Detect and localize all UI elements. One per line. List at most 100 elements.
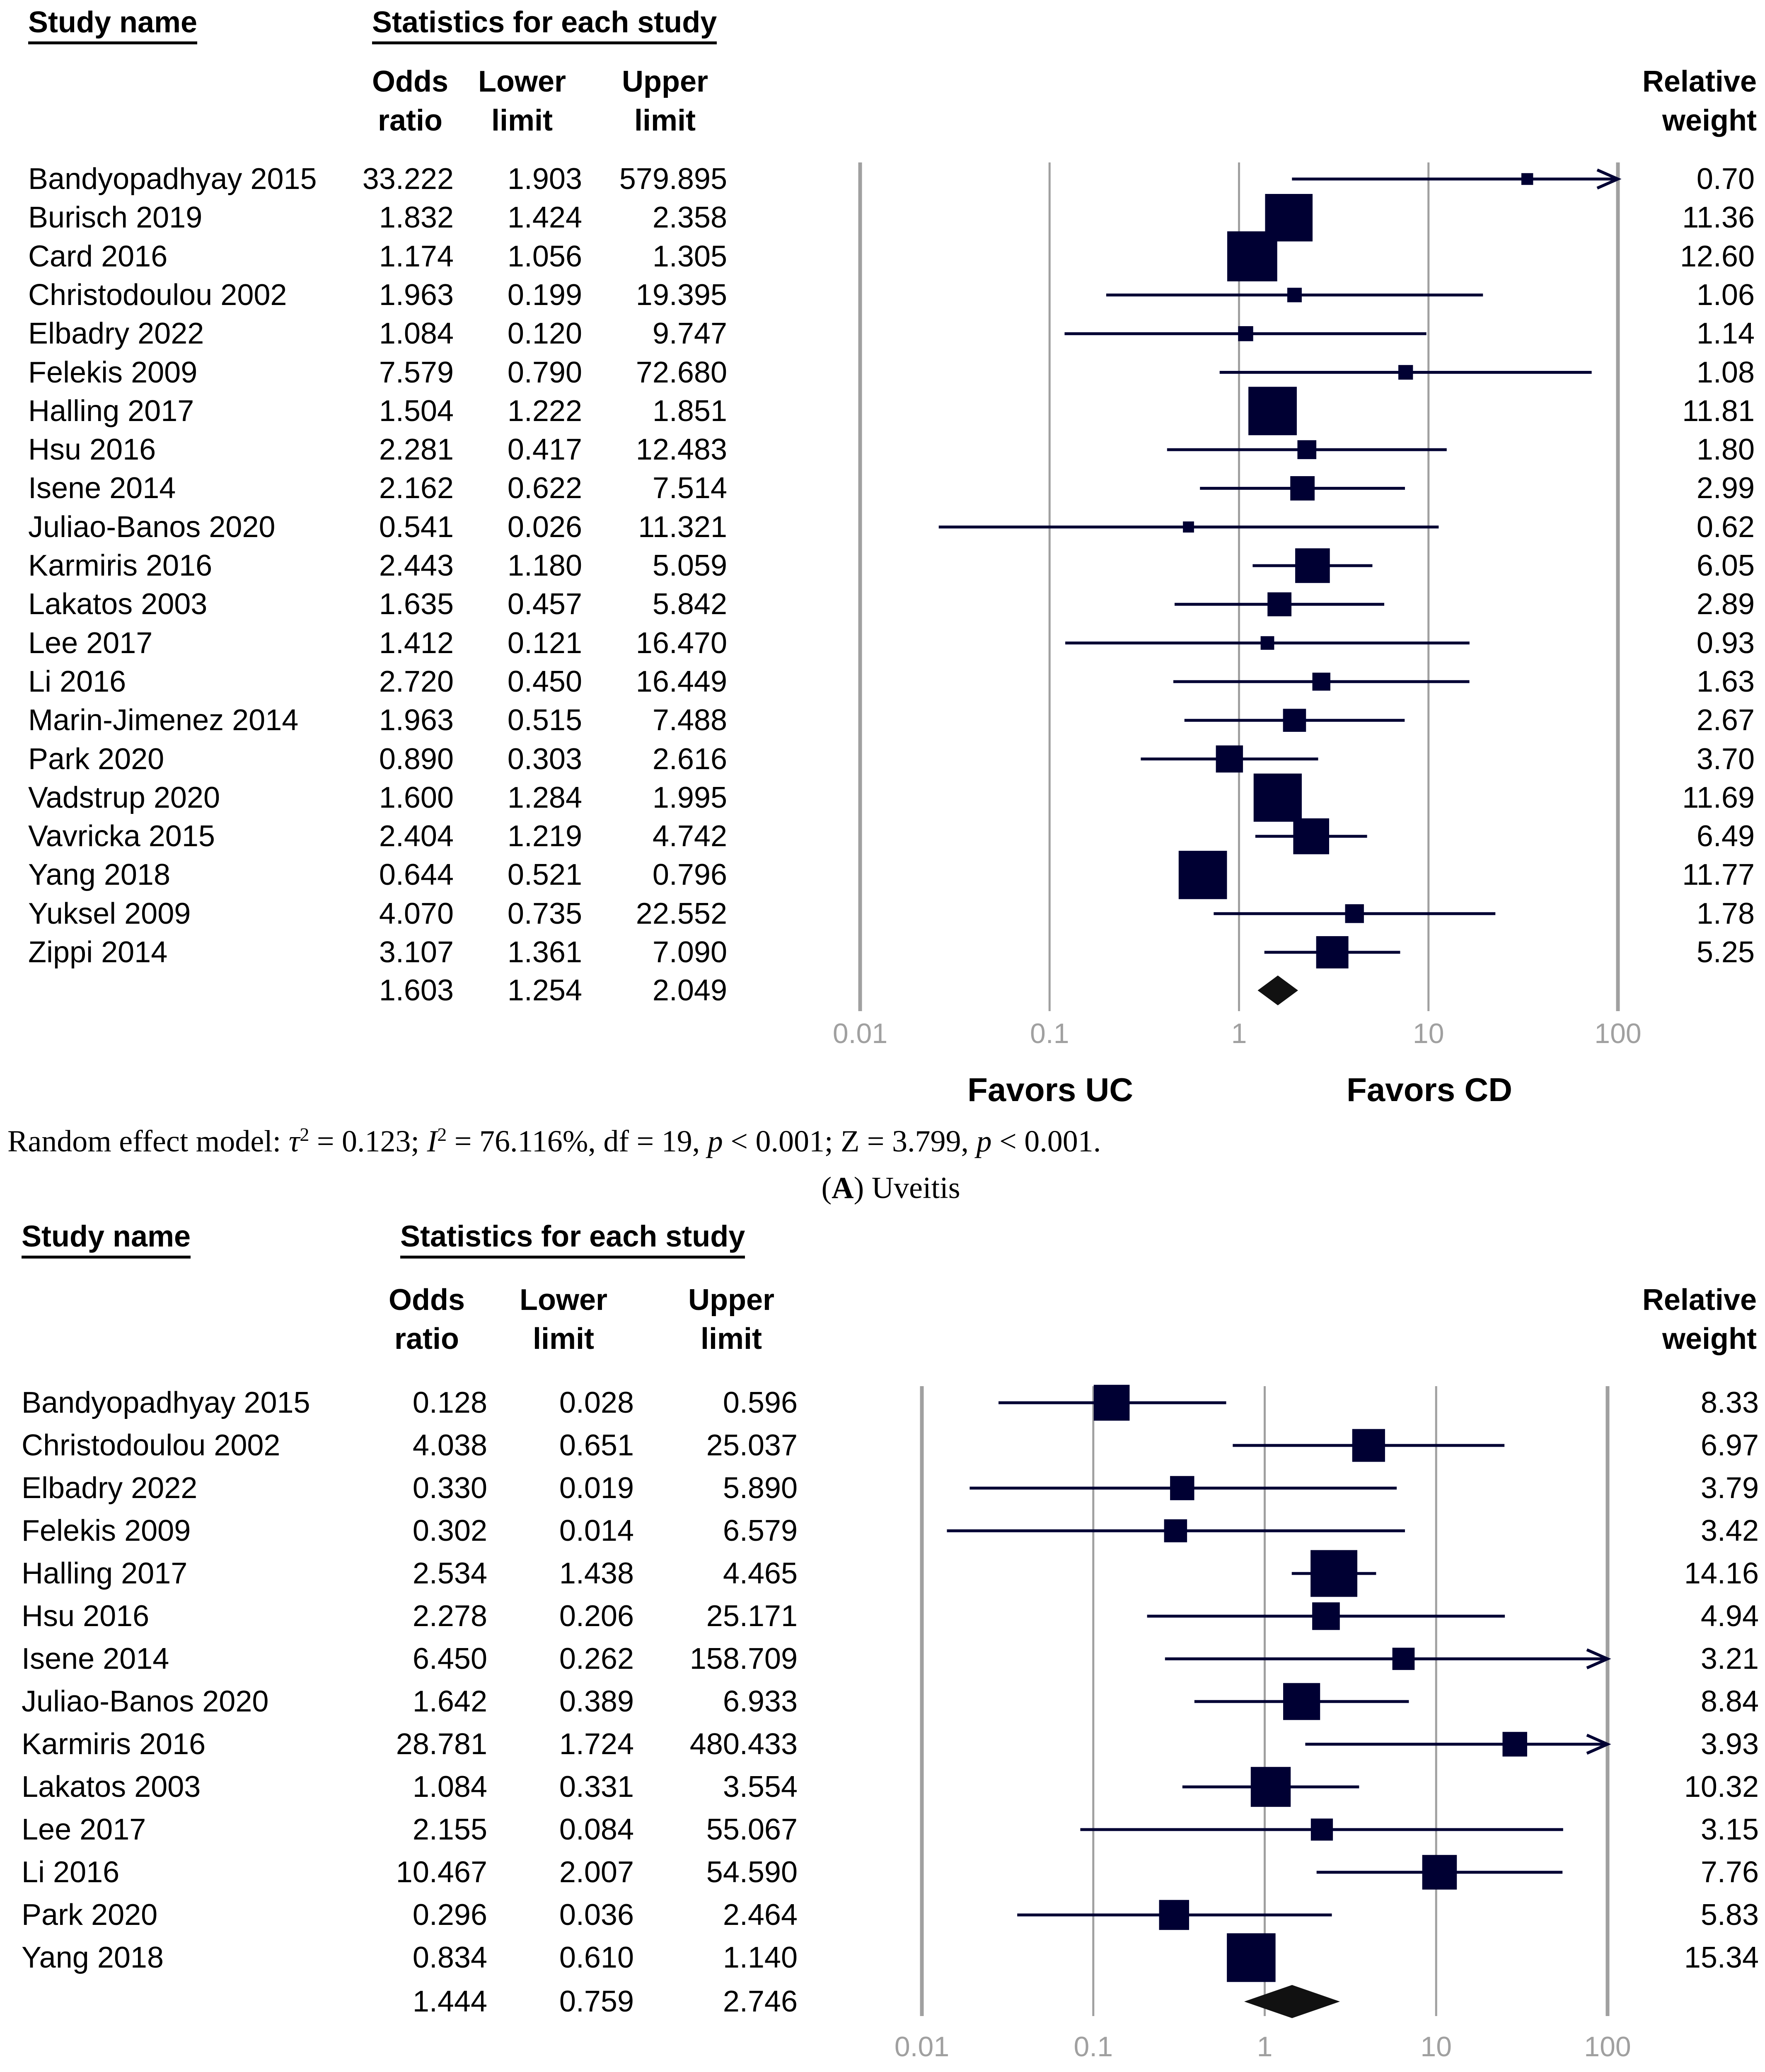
lower-limit-value: 0.120 [507, 317, 582, 351]
lower-limit-value: 1.222 [507, 394, 582, 428]
relative-weight-value: 3.70 [1696, 742, 1755, 776]
favors-cd-label: Favors CD [1346, 1071, 1513, 1108]
study-marker [1316, 1855, 1563, 1890]
upper-limit-header: Upper limit [621, 65, 708, 137]
upper-limit-value: 11.321 [638, 510, 727, 544]
point-estimate-box [1345, 904, 1364, 923]
odds-ratio-value: 33.222 [362, 162, 454, 196]
upper-limit-value: 72.680 [636, 356, 727, 389]
study-marker [999, 1385, 1226, 1421]
point-estimate-box [1227, 1933, 1276, 1982]
forest-plot-uveitis: Study name Statistics for each study Odds … [7, 7, 1757, 1203]
point-estimate-box [1310, 1550, 1358, 1597]
relative-weight-value: 6.97 [1700, 1429, 1759, 1462]
upper-limit-value: 480.433 [689, 1728, 798, 1761]
lower-limit-header: Lower limit [478, 65, 566, 137]
study-marker [1173, 673, 1470, 691]
lower-limit-value: 0.121 [507, 626, 582, 660]
study-marker [1106, 288, 1483, 303]
upper-limit-value: 7.090 [652, 936, 727, 969]
study-name: Karmiris 2016 [22, 1728, 206, 1761]
study-marker [1141, 745, 1318, 773]
point-estimate-box [1312, 673, 1330, 691]
relative-weight-value: 6.05 [1696, 549, 1755, 582]
study-marker [1174, 592, 1385, 617]
odds-ratio-value: 2.278 [412, 1600, 487, 1633]
x-tick-label: 0.01 [832, 1018, 888, 1049]
point-estimate-box [1260, 636, 1274, 650]
study-name: Lee 2017 [22, 1813, 146, 1846]
study-name-header: Study name [28, 7, 198, 44]
lower-limit-value: 0.790 [507, 356, 582, 389]
odds-ratio-value: 1.963 [379, 704, 454, 737]
lower-limit-value: 0.389 [559, 1685, 634, 1718]
relative-weight-value: 0.93 [1696, 626, 1755, 660]
lower-limit-value: 0.028 [559, 1386, 634, 1419]
study-name: Isene 2014 [28, 472, 176, 505]
relative-weight-value: 2.89 [1696, 588, 1755, 621]
lower-limit-value: 1.180 [507, 549, 582, 582]
upper-limit-value: 12.483 [636, 433, 727, 467]
relative-weight-value: 14.16 [1684, 1557, 1759, 1590]
x-tick-label: 10 [1420, 2031, 1452, 2062]
odds-ratio-value: 0.644 [379, 858, 454, 892]
point-estimate-box [1250, 1767, 1291, 1807]
forest-plot-area [858, 162, 1622, 1011]
lower-limit-value: 0.622 [507, 472, 582, 505]
study-name: Juliao-Banos 2020 [28, 510, 276, 544]
lower-limit-value: 0.026 [507, 510, 582, 544]
point-estimate-box [1159, 1900, 1189, 1930]
upper-limit-value: 7.514 [652, 472, 727, 505]
study-name: Lee 2017 [28, 626, 153, 660]
summary-diamond [1244, 1985, 1340, 2018]
odds-ratio-value: 4.070 [379, 897, 454, 930]
relative-weight-value: 11.36 [1682, 201, 1755, 235]
point-estimate-box [1293, 818, 1329, 854]
odds-ratio-value: 4.038 [412, 1429, 487, 1462]
study-name: Yuksel 2009 [28, 897, 191, 930]
odds-ratio-header: Odds ratio [388, 1283, 465, 1356]
arrow-right-icon [1586, 1648, 1611, 1670]
study-name: Park 2020 [28, 742, 164, 776]
study-marker [1255, 818, 1367, 854]
lower-limit-value: 0.019 [559, 1472, 634, 1505]
x-tick-label: 1 [1231, 1018, 1247, 1049]
study-name: Hsu 2016 [22, 1600, 150, 1633]
point-estimate-box [1178, 851, 1227, 899]
upper-limit-value: 2.616 [652, 742, 727, 776]
lower-limit-value: 0.521 [507, 858, 582, 892]
upper-limit-value: 1.140 [723, 1941, 798, 1974]
summary-lower-limit: 1.254 [507, 974, 582, 1007]
study-name: Felekis 2009 [22, 1514, 191, 1547]
odds-ratio-value: 10.467 [396, 1856, 487, 1889]
study-marker [1219, 365, 1592, 380]
odds-ratio-value: 2.404 [379, 820, 454, 853]
study-name: Vavricka 2015 [28, 820, 215, 853]
upper-limit-value: 55.067 [706, 1813, 798, 1846]
x-tick-label: 100 [1584, 2031, 1631, 2062]
relative-weight-value: 3.42 [1700, 1514, 1759, 1547]
overall-p-value: < 0.001. [991, 1124, 1101, 1159]
point-estimate-box [1283, 709, 1306, 732]
point-estimate-box [1093, 1385, 1130, 1421]
study-marker [1264, 936, 1400, 968]
lower-limit-header: Lower limit [519, 1283, 608, 1356]
study-marker [1017, 1900, 1332, 1930]
point-estimate-box [1227, 231, 1277, 281]
study-name: Hsu 2016 [28, 433, 156, 467]
point-estimate-box [1297, 440, 1317, 459]
odds-ratio-value: 0.330 [412, 1472, 487, 1505]
x-tick-label: 0.01 [894, 2031, 950, 2062]
lower-limit-value: 0.651 [559, 1429, 634, 1462]
relative-weight-value: 8.33 [1700, 1386, 1759, 1419]
odds-ratio-value: 2.443 [379, 549, 454, 582]
heterogeneity-p-value: < 0.001; Z = 3.799, [723, 1124, 977, 1159]
upper-limit-value: 19.395 [636, 278, 727, 312]
relative-weight-value: 8.84 [1700, 1685, 1759, 1718]
lower-limit-value: 0.417 [507, 433, 582, 467]
study-marker [1227, 1933, 1276, 1982]
point-estimate-box [1521, 173, 1533, 185]
study-marker [1184, 709, 1405, 732]
odds-ratio-value: 2.720 [379, 665, 454, 698]
point-estimate-box [1183, 521, 1194, 533]
